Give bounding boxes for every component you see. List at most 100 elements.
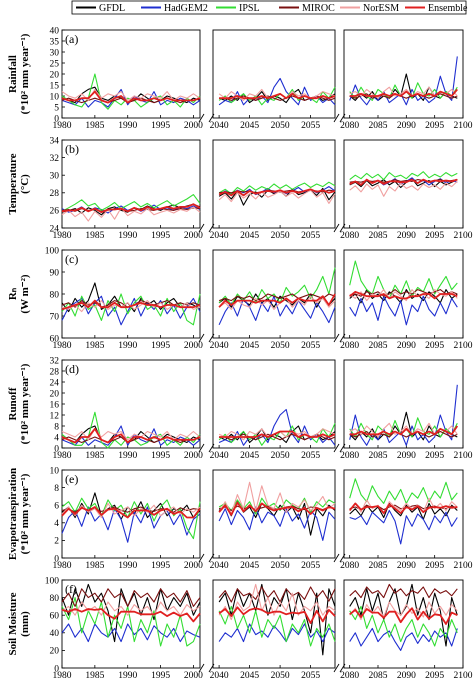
y-tick-label: 32 [50,154,60,164]
panel-letter: (e) [65,472,78,486]
x-tick-label: 2000 [184,561,203,571]
series-line-ipsl [61,73,201,110]
y-tick-label: 70 [50,312,60,322]
legend-box [71,0,467,15]
panel-letter: (b) [65,142,79,156]
series-line-ensemble [218,606,336,624]
axis-break-mask [335,113,344,123]
x-tick-label: 1985 [85,341,104,351]
x-tick-label: 2095 [425,561,444,571]
panel-3: 60 70 80 90 100 1980 1985 1990 1995 2000 2040 2045 2… [7,246,473,351]
y-tick-label: 10 [50,92,60,102]
x-tick-label: 1995 [151,341,170,351]
x-tick-label: 2100 [454,671,473,681]
series-line-noresm [61,601,201,616]
y-axis-label: Rₙ(W m⁻²) [7,274,31,313]
legend: GFDL HadGEM2 IPSL MIROC NorESM Ensemble [71,0,468,15]
y-tick-label: 24 [50,224,60,234]
axis-break-mark [333,663,340,673]
x-tick-label: 2090 [397,231,416,241]
y-tick-label: 0 [54,114,59,124]
legend-label-gfdl: GFDL [99,3,125,14]
series-line-hadgem2 [218,506,336,541]
axis-break-mark [339,443,346,453]
axis-break-mark [198,113,205,123]
series-line-ensemble [349,88,458,97]
series-line-hadgem2 [349,56,458,106]
x-tick-label: 1985 [85,671,104,681]
x-tick-label: 1995 [151,451,170,461]
plot-frame [61,249,201,339]
series-line-hadgem2 [349,295,458,326]
axis-break-mark [339,113,346,123]
y-axis-label: Evapotranspiration(*10² mm year⁻¹) [7,468,31,560]
y-tick-label: 24 [50,378,60,388]
x-tick-label: 2095 [425,671,444,681]
x-tick-label: 1995 [151,671,170,681]
y-tick-label: 40 [50,26,60,36]
y-tick-label: 32 [50,356,60,366]
x-tick-label: 2100 [454,451,473,461]
x-tick-label: 2045 [240,671,259,681]
y-tick-label: 80 [50,594,60,604]
x-tick-label: 2085 [369,341,388,351]
series-line-ensemble [61,427,201,444]
y-axis-label: Temperature(°C) [7,153,31,214]
y-tick-label: 20 [50,70,60,80]
x-tick-label: 2055 [301,231,320,241]
x-tick-label: 2085 [369,231,388,241]
series-line-miroc [349,93,458,99]
series-line-hadgem2 [61,295,201,326]
x-tick-label: 2040 [210,561,229,571]
y-axis-label-line2: (*10² mm year⁻¹) [19,33,31,114]
series-line-miroc [61,588,201,607]
y-tick-label: 40 [50,629,60,639]
x-tick-label: 2040 [210,671,229,681]
y-tick-label: 20 [50,647,60,657]
y-tick-label: 10 [50,466,60,476]
series-line-ensemble [218,188,336,197]
y-tick-label: 28 [50,189,60,199]
plot-frame [343,469,464,559]
x-tick-label: 2040 [210,231,229,241]
axis-break-mark [198,333,205,343]
x-tick-label: 2050 [271,231,290,241]
axis-break-mark [198,663,205,673]
series-line-noresm [218,583,336,621]
x-tick-label: 1980 [53,121,72,131]
series-line-ensemble [218,501,336,516]
x-tick-label: 2040 [210,451,229,461]
x-tick-label: 2090 [397,451,416,461]
axis-break-mark [333,113,340,123]
y-tick-label: 0 [54,664,59,674]
plot-frame [212,359,336,449]
legend-label-miroc: MIROC [302,3,335,14]
panel-letter: (c) [65,252,78,266]
legend-label-noresm: NorESM [363,3,399,14]
x-tick-label: 1980 [53,671,72,681]
x-tick-label: 2055 [301,561,320,571]
x-tick-label: 1990 [118,121,137,131]
y-tick-label: 100 [45,576,60,586]
series-line-ensemble [219,430,336,438]
x-tick-label: 2050 [271,121,290,131]
series-line-ipsl [349,478,458,504]
axis-break-mark [333,553,340,563]
axis-break-mark [198,223,205,233]
plot-frame [212,469,336,559]
y-tick-label: 30 [50,172,60,182]
axis-break-mask [335,553,344,563]
series-line-ensemble [61,203,201,214]
plot-frame [343,579,464,669]
series-line-hadgem2 [349,627,458,651]
x-tick-label: 1980 [53,341,72,351]
y-tick-label: 8 [54,484,59,494]
axis-break-mask [200,443,213,453]
x-tick-label: 2080 [340,451,359,461]
x-tick-label: 2080 [340,121,359,131]
x-tick-label: 2100 [454,121,473,131]
series-line-gfdl [218,583,336,656]
x-tick-label: 2000 [184,451,203,461]
